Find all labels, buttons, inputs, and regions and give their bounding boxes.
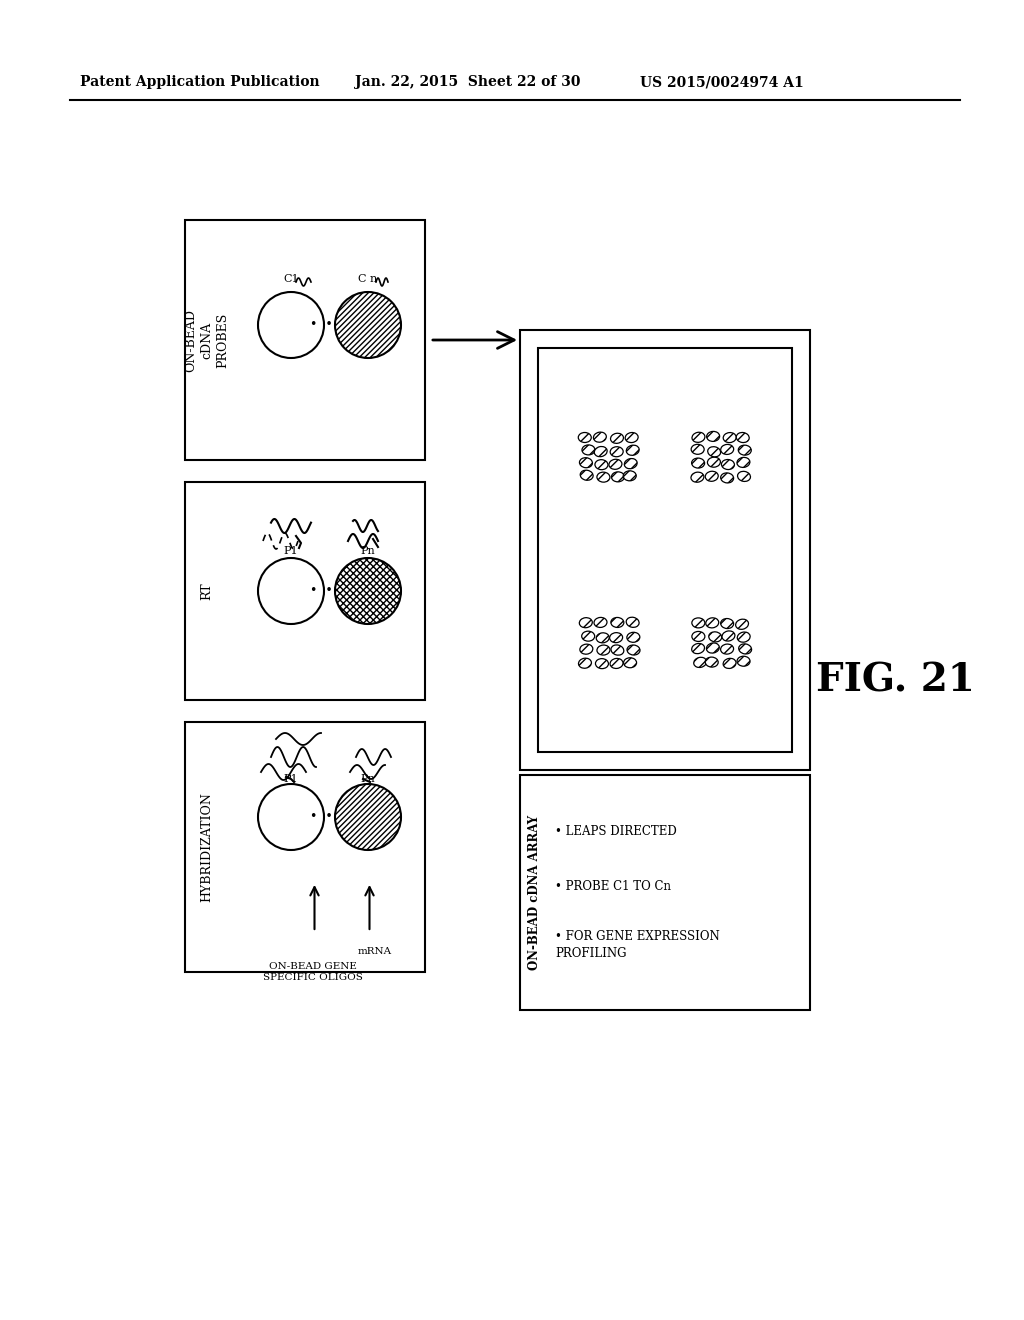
Text: ON-BEAD cDNA ARRAY: ON-BEAD cDNA ARRAY (528, 814, 542, 970)
Ellipse shape (580, 458, 593, 467)
Ellipse shape (597, 473, 610, 482)
Ellipse shape (594, 432, 606, 442)
Ellipse shape (721, 644, 733, 655)
Ellipse shape (721, 619, 733, 628)
Ellipse shape (579, 433, 591, 442)
Ellipse shape (706, 471, 718, 482)
Ellipse shape (723, 433, 736, 442)
Ellipse shape (737, 471, 751, 482)
Ellipse shape (692, 618, 705, 628)
Circle shape (335, 558, 401, 624)
Ellipse shape (691, 445, 705, 454)
Text: Patent Application Publication: Patent Application Publication (80, 75, 319, 88)
Text: • PROBE C1 TO Cn: • PROBE C1 TO Cn (555, 880, 671, 894)
Ellipse shape (580, 618, 592, 628)
Text: C n: C n (358, 275, 377, 284)
Ellipse shape (582, 445, 595, 455)
Text: Jan. 22, 2015  Sheet 22 of 30: Jan. 22, 2015 Sheet 22 of 30 (355, 75, 581, 88)
Ellipse shape (691, 458, 705, 469)
Ellipse shape (737, 457, 750, 467)
Ellipse shape (595, 459, 608, 470)
Bar (520, 775, 810, 1010)
Ellipse shape (708, 446, 721, 457)
Bar (520, 330, 810, 770)
Text: ON-BEAD
cDNA
PROBES: ON-BEAD cDNA PROBES (184, 309, 229, 371)
Text: •  •  •: • • • (310, 810, 348, 824)
Ellipse shape (693, 657, 707, 668)
Bar (185, 220, 425, 459)
Ellipse shape (709, 632, 722, 642)
Text: Pn: Pn (360, 546, 375, 556)
Text: RT: RT (201, 582, 213, 599)
Bar (538, 348, 792, 752)
Ellipse shape (596, 632, 609, 643)
Circle shape (258, 784, 324, 850)
Ellipse shape (611, 471, 625, 482)
Ellipse shape (611, 618, 624, 627)
Ellipse shape (610, 446, 624, 457)
Text: US 2015/0024974 A1: US 2015/0024974 A1 (640, 75, 804, 88)
Text: HYBRIDIZATION: HYBRIDIZATION (201, 792, 213, 902)
Bar (185, 482, 425, 700)
Ellipse shape (594, 618, 607, 627)
Ellipse shape (627, 632, 640, 643)
Ellipse shape (624, 471, 636, 480)
Ellipse shape (722, 631, 735, 642)
Ellipse shape (610, 659, 623, 668)
Ellipse shape (609, 459, 622, 470)
Ellipse shape (597, 645, 610, 655)
Ellipse shape (738, 445, 752, 455)
Circle shape (258, 292, 324, 358)
Text: FIG. 21: FIG. 21 (815, 661, 975, 700)
Ellipse shape (581, 470, 593, 480)
Text: P1: P1 (283, 546, 298, 556)
Text: • LEAPS DIRECTED: • LEAPS DIRECTED (555, 825, 677, 838)
Ellipse shape (626, 433, 638, 442)
Text: •  •  •: • • • (310, 585, 348, 598)
Ellipse shape (627, 645, 640, 655)
Ellipse shape (736, 433, 750, 442)
Ellipse shape (707, 432, 720, 441)
Ellipse shape (706, 657, 718, 667)
Ellipse shape (708, 457, 721, 467)
Ellipse shape (595, 659, 608, 669)
Ellipse shape (609, 632, 623, 643)
Ellipse shape (737, 656, 750, 667)
Ellipse shape (594, 446, 607, 457)
Circle shape (335, 784, 401, 850)
Circle shape (335, 292, 401, 358)
Text: •  •  •: • • • (310, 318, 348, 331)
Ellipse shape (579, 659, 592, 668)
Text: mRNA: mRNA (357, 946, 391, 956)
Ellipse shape (624, 657, 637, 668)
Ellipse shape (721, 473, 733, 483)
Ellipse shape (627, 445, 639, 455)
Ellipse shape (625, 458, 637, 469)
Text: Pn: Pn (360, 774, 375, 784)
Ellipse shape (722, 459, 734, 470)
Ellipse shape (610, 433, 624, 444)
Ellipse shape (691, 643, 705, 653)
Ellipse shape (707, 643, 719, 653)
Text: • FOR GENE EXPRESSION
PROFILING: • FOR GENE EXPRESSION PROFILING (555, 931, 720, 960)
Bar (185, 722, 425, 972)
Text: P1: P1 (283, 774, 298, 784)
Ellipse shape (723, 659, 736, 668)
Ellipse shape (738, 644, 752, 653)
Ellipse shape (692, 432, 705, 442)
Text: ON-BEAD GENE
SPECIFIC OLIGOS: ON-BEAD GENE SPECIFIC OLIGOS (262, 962, 362, 982)
Ellipse shape (692, 631, 705, 642)
Ellipse shape (582, 631, 595, 642)
Ellipse shape (737, 632, 751, 643)
Ellipse shape (721, 445, 733, 454)
Ellipse shape (691, 473, 703, 482)
Ellipse shape (735, 619, 749, 630)
Text: C1: C1 (283, 275, 299, 284)
Ellipse shape (706, 618, 719, 628)
Ellipse shape (611, 645, 624, 655)
Circle shape (258, 558, 324, 624)
Ellipse shape (627, 618, 639, 627)
Ellipse shape (580, 644, 593, 655)
